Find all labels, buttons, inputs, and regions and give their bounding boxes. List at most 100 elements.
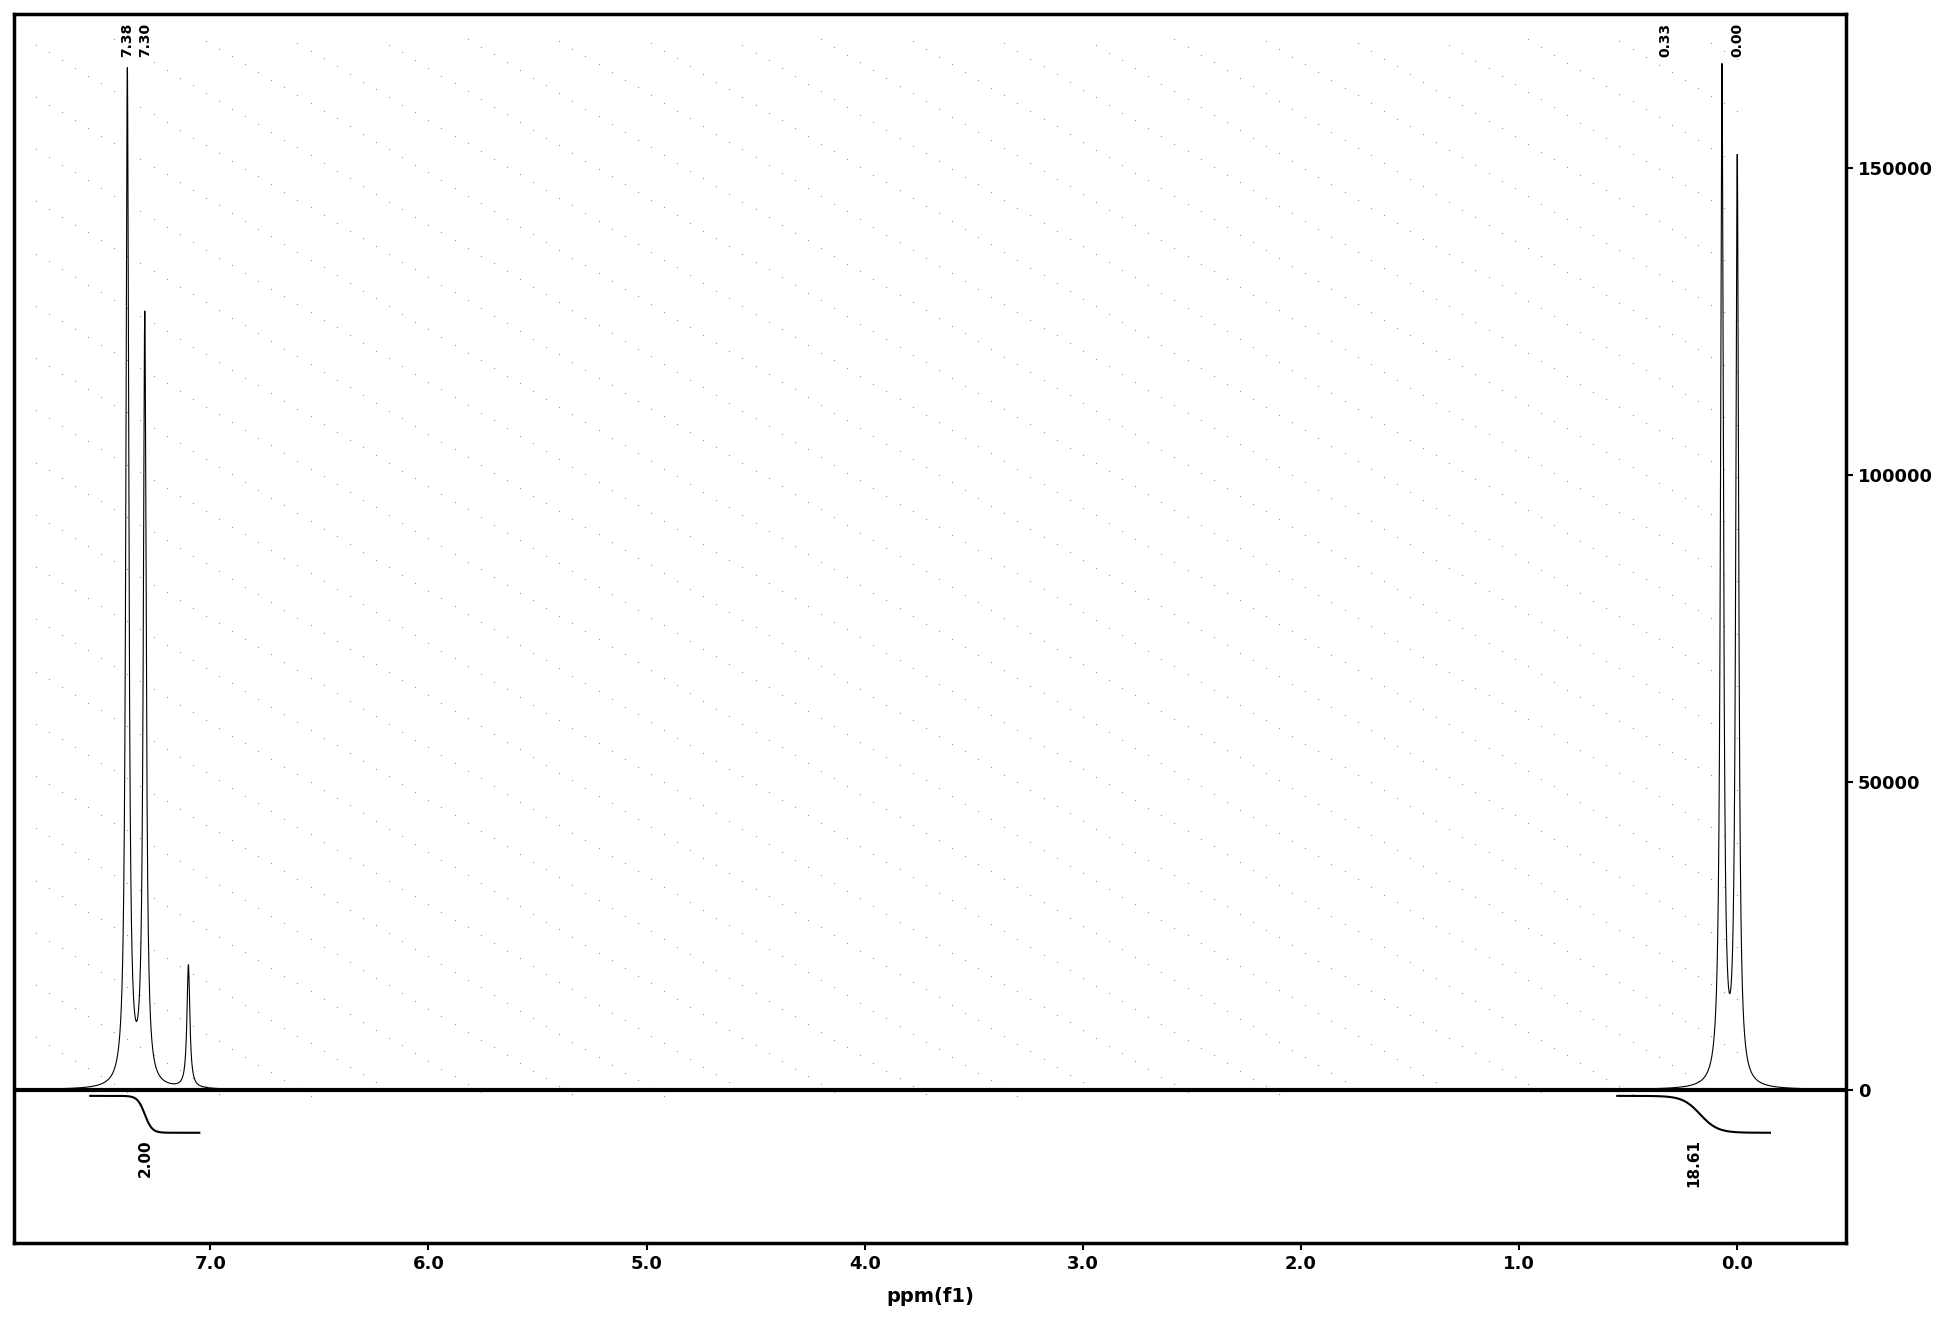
Point <box>609 174 641 195</box>
Point <box>1211 791 1242 812</box>
Point <box>1474 685 1505 706</box>
Point <box>374 86 405 107</box>
Point <box>753 363 785 384</box>
Point <box>60 684 92 705</box>
Point <box>374 714 405 735</box>
Point <box>1394 952 1425 973</box>
Point <box>1067 288 1098 309</box>
Point <box>230 890 261 911</box>
Point <box>33 616 64 638</box>
Point <box>72 222 103 243</box>
Point <box>779 744 810 766</box>
Point <box>1341 711 1373 733</box>
Point <box>216 986 247 1007</box>
Point <box>360 549 391 570</box>
Point <box>1616 979 1647 1001</box>
Point <box>1028 213 1059 234</box>
Point <box>1499 805 1530 826</box>
Point <box>1225 224 1256 246</box>
Point <box>623 391 654 412</box>
Point <box>557 508 588 529</box>
Point <box>532 337 563 358</box>
Point <box>321 525 352 546</box>
Point <box>596 322 627 343</box>
Point <box>1460 103 1491 124</box>
Point <box>1591 75 1622 96</box>
Point <box>1657 428 1688 449</box>
Point <box>202 455 234 477</box>
Point <box>870 747 901 768</box>
Point <box>1081 243 1112 264</box>
Point <box>177 1015 208 1036</box>
Point <box>1238 337 1269 358</box>
Point <box>60 318 92 339</box>
Point <box>674 55 705 77</box>
Point <box>125 566 156 587</box>
Point <box>1591 180 1622 201</box>
Point <box>479 515 510 536</box>
Point <box>1421 288 1452 309</box>
Point <box>818 88 849 110</box>
Point <box>609 1063 641 1084</box>
Point <box>701 907 732 928</box>
Point <box>86 281 117 302</box>
Point <box>518 67 549 88</box>
Point <box>1408 960 1439 981</box>
Point <box>438 857 469 878</box>
Point <box>216 202 247 223</box>
Point <box>1238 128 1269 149</box>
Point <box>1330 809 1361 830</box>
Point <box>374 139 405 160</box>
Point <box>1577 120 1608 141</box>
Point <box>399 102 430 123</box>
Point <box>1053 71 1084 92</box>
Point <box>1513 499 1544 520</box>
Point <box>47 363 78 384</box>
Point <box>1145 1014 1176 1035</box>
Point <box>465 141 496 162</box>
Point <box>504 268 535 289</box>
Point <box>86 700 117 721</box>
Point <box>1042 429 1073 450</box>
Point <box>884 75 915 96</box>
Point <box>1486 170 1517 191</box>
Point <box>674 840 705 861</box>
Point <box>1158 760 1190 781</box>
Point <box>308 152 339 173</box>
Point <box>1172 37 1203 58</box>
Point <box>426 902 458 923</box>
Point <box>1094 722 1125 743</box>
Point <box>111 715 142 737</box>
Text: 0.33: 0.33 <box>1659 22 1672 57</box>
Point <box>1330 652 1361 673</box>
Point <box>1316 591 1347 612</box>
Point <box>1264 561 1295 582</box>
Point <box>975 548 1007 569</box>
Point <box>859 112 890 133</box>
Point <box>1525 873 1556 894</box>
Point <box>975 809 1007 830</box>
Point <box>1355 824 1386 845</box>
Point <box>674 370 705 391</box>
Point <box>1643 263 1674 284</box>
Point <box>557 612 588 634</box>
Point <box>1330 391 1361 412</box>
Point <box>1341 450 1373 471</box>
Point <box>1604 657 1635 678</box>
Point <box>86 648 117 669</box>
Point <box>1460 207 1491 228</box>
Point <box>1669 436 1700 457</box>
Point <box>779 693 810 714</box>
Point <box>1106 154 1137 176</box>
Point <box>923 465 954 486</box>
Point <box>687 325 718 346</box>
Point <box>609 957 641 978</box>
Point <box>1682 705 1713 726</box>
Point <box>1250 187 1281 209</box>
Point <box>962 1063 993 1084</box>
Point <box>596 898 627 919</box>
Point <box>1565 374 1597 395</box>
Point <box>1250 657 1281 678</box>
Point <box>1289 838 1320 859</box>
Point <box>1604 449 1635 470</box>
